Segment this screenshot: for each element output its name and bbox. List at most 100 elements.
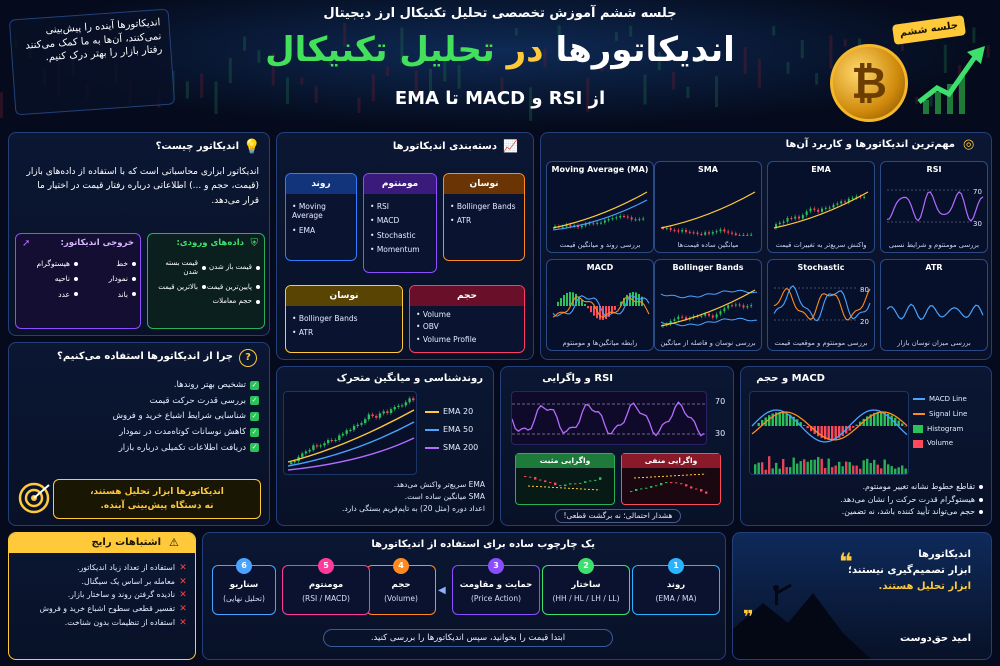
legend-item: Signal Line: [913, 410, 991, 419]
growth-arrow-icon: [917, 46, 985, 114]
input-item: بالاترین قیمت: [152, 283, 206, 292]
ma-chart: [283, 391, 417, 475]
positive-divergence: واگرایی مثبت: [515, 453, 615, 505]
indicator-caption: میانگین ساده قیمت‌ها: [677, 240, 739, 249]
bitcoin-icon: ₿: [830, 44, 908, 122]
framework-step-2: 2 ساختار (HH / HL / LH / LL): [542, 558, 630, 615]
output-item: ناحیه: [20, 274, 78, 283]
list-item: • OBV: [416, 322, 439, 332]
ma-legend: EMA 20 EMA 50 SMA 200: [425, 399, 491, 461]
list-item: • Volume Profile: [416, 334, 477, 344]
why-note: اندیکاتورها ابزار تحلیل هستند، نه دستگاه…: [53, 479, 261, 519]
step-number: 3: [488, 558, 504, 574]
mistakes-list: ✕ استفاده از تعداد زیاد اندیکاتور. ✕ معامل…: [15, 559, 187, 632]
what-is-indicator-panel: 💡 اندیکاتور چیست؟ اندیکاتور ابزاری محاسب…: [8, 132, 270, 336]
outputs-box: ➚ خروجی اندیکاتور: خط هیستوگرام نمودار ن…: [15, 233, 141, 329]
list-item: ✓ کاهش نوسانات کوتاه‌مدت در نمودار: [119, 426, 259, 437]
list-item: • ATR: [292, 328, 314, 338]
why-panel: ? چرا از اندیکاتورها استفاده می‌کنیم؟ ✓ ت…: [8, 342, 270, 526]
step-number: 4: [393, 558, 409, 574]
input-item: قیمت باز شدن: [206, 259, 260, 277]
title-ta: تحلیل تکنیکال: [265, 30, 495, 70]
categories-title: دسته‌بندی اندیکاتورها: [392, 141, 497, 152]
category-trend: روند • Moving Average • EMA: [285, 173, 357, 261]
list-item: • ATR: [450, 216, 472, 226]
list-item: • Volume: [416, 310, 451, 319]
step-number: 2: [578, 558, 594, 574]
category-name: نوسان: [286, 286, 402, 306]
negative-divergence: واگرایی منفی: [621, 453, 721, 505]
framework-step-1: 1 روند (EMA / MA): [632, 558, 720, 615]
step-detail: (HH / HL / LH / LL): [552, 593, 620, 603]
indicator-mini-chart: [552, 292, 650, 320]
legend-item: MACD Line: [913, 395, 991, 404]
step-label: مومنتوم: [308, 580, 344, 590]
legend-item: EMA 20: [425, 407, 491, 417]
header-subtitle: جلسه ششم آموزش تخصصی تحلیل تکنیکال ارز د…: [323, 6, 677, 21]
list-item: • EMA: [292, 225, 316, 235]
header: جلسه ششم آموزش تخصصی تحلیل تکنیکال ارز د…: [0, 0, 1000, 128]
list-item: ✕ استفاده از تنظیمات بدون شناخت.: [64, 617, 187, 628]
list-item: هیستوگرام قدرت حرکت را نشان می‌دهد.: [747, 495, 983, 505]
title-in: در: [506, 30, 544, 70]
level-low: 30: [973, 220, 982, 228]
indicator-card-atr: ATR بررسی میزان نوسان بازار: [880, 259, 988, 351]
outputs-list: خط هیستوگرام نمودار ناحیه باند عدد: [20, 256, 136, 302]
category-name: مومنتوم: [364, 174, 436, 194]
indicator-name: SMA: [698, 165, 718, 174]
input-item: قیمت بسته شدن: [152, 259, 206, 277]
step-detail: (تحلیل نهایی): [223, 593, 265, 603]
what-desc: اندیکاتور ابزاری محاسباتی است که با استف…: [26, 167, 260, 206]
step-number: 5: [318, 558, 334, 574]
indicator-name: RSI: [926, 165, 942, 174]
step-number: 6: [236, 558, 252, 574]
output-item: هیستوگرام: [20, 259, 78, 268]
category-items: • Bollinger Bands • ATR: [444, 194, 524, 234]
list-item: تقاطع خطوط نشانه تغییر مومنتوم.: [747, 482, 983, 492]
list-item: ✓ بررسی قدرت حرکت قیمت: [149, 395, 259, 406]
legend-item: SMA 200: [425, 443, 491, 453]
level-high: 80: [860, 286, 869, 294]
step-detail: (Volume): [384, 593, 418, 603]
outputs-title: خروجی اندیکاتور:: [60, 238, 134, 248]
macd-chart: [749, 391, 909, 475]
category-items: • RSI • MACD • Stochastic • Momentum: [364, 194, 436, 263]
list-item: ✓ دریافت اطلاعات تکمیلی درباره بازار: [118, 442, 259, 453]
list-item: • RSI: [370, 202, 389, 211]
output-item: عدد: [20, 290, 78, 299]
indicator-mini-chart: [773, 285, 871, 322]
step-number: 1: [668, 558, 684, 574]
indicator-mini-chart: [773, 191, 869, 230]
indicator-mini-chart: [886, 303, 984, 321]
step-detail: (Price Action): [470, 593, 522, 603]
trend-title: روندشناسی و میانگین متحرک: [336, 373, 483, 384]
indicator-caption: بررسی روند و میانگین قیمت: [559, 240, 641, 249]
indicator-name: EMA: [811, 165, 831, 174]
macd-title: MACD و حجم: [756, 373, 825, 384]
output-item: باند: [78, 290, 136, 299]
indicator-card-macd: MACD رابطه میانگین‌ها و مومنتوم: [546, 259, 654, 351]
output-item: خط: [78, 259, 136, 268]
mistakes-panel: ⚠ اشتباهات رایج ✕ استفاده از تعداد زیاد ا…: [8, 532, 196, 660]
category-momentum: مومنتوم • RSI • MACD • Stochastic • Mome…: [363, 173, 437, 273]
lightbulb-icon: 💡: [243, 139, 261, 155]
list-item: ✕ معامله بر اساس یک سیگنال.: [81, 576, 187, 587]
category-items: • Bollinger Bands • ATR: [286, 306, 402, 346]
header-quote: اندیکاتورها آینده را پیش‌بینی نمی‌کنند، …: [8, 8, 176, 116]
title-indicators: اندیکاتورها: [555, 30, 735, 70]
rsi-panel: RSI و واگرایی 70 30 واگرایی مثبت واگرایی…: [500, 366, 734, 526]
legend-item: Volume: [913, 439, 991, 448]
important-title: مهم‌ترین اندیکاتورها و کاربرد آن‌ها: [785, 139, 955, 150]
list-item: ✓ تشخیص بهتر روندها.: [173, 380, 259, 390]
quote-text: اندیکاتورها ابزار تصمیم‌گیری نیستند؛ ابز…: [847, 549, 971, 592]
indicator-caption: بررسی نوسان و فاصله از میانگین: [660, 338, 756, 347]
indicator-caption: رابطه میانگین‌ها و مومنتوم: [562, 338, 638, 347]
header-range: از RSI و MACD تا EMA: [394, 88, 606, 109]
inputs-title: داده‌های ورودی:: [176, 238, 244, 248]
category-volatility-2: نوسان • Bollinger Bands • ATR: [285, 285, 403, 353]
mountain-silhouette: [733, 583, 871, 659]
quote-mark-icon: ❝: [838, 548, 853, 576]
indicator-card-rsi: RSI بررسی مومنتوم و شرایط نسبی 70 30: [880, 161, 988, 253]
step-label: حمایت و مقاومت: [459, 580, 533, 590]
indicator-name: Moving Average (MA): [551, 165, 649, 174]
